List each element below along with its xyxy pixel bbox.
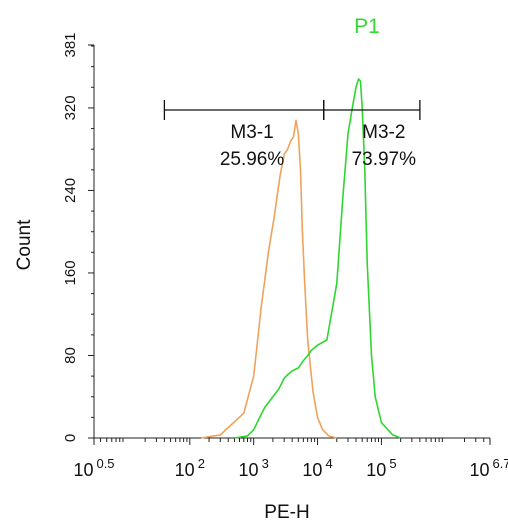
x-axis: 10 0.5 10 2 10 3 10 4 10 5 10 6.7	[73, 438, 508, 480]
marker-label: M3-1	[230, 122, 273, 143]
y-tick-label: 80	[62, 347, 79, 364]
x-axis-label: PE-H	[264, 502, 309, 523]
y-tick-label: 381	[62, 32, 79, 57]
x-tick-label: 10 0.5	[73, 456, 114, 480]
marker-label: M3-2	[362, 122, 405, 143]
y-tick-label: 240	[62, 178, 79, 203]
chart-title: P1	[354, 15, 380, 38]
x-tick-label: 10 4	[302, 456, 332, 480]
x-tick-label: 10 2	[175, 456, 205, 480]
series-line-green	[234, 78, 401, 439]
x-tick-label: 10 3	[239, 456, 269, 480]
plot-frame	[93, 45, 490, 439]
x-tick-label: 10 6.7	[469, 456, 508, 480]
y-tick-label: 320	[62, 95, 79, 120]
series-line-orange	[200, 119, 338, 439]
markers-layer: M3-1 25.96% M3-2 73.97%	[163, 99, 421, 170]
y-tick-label: 160	[62, 260, 79, 285]
y-tick-label: 0	[62, 434, 79, 442]
marker-percent: 73.97%	[352, 149, 417, 170]
marker-percent: 25.96%	[220, 149, 285, 170]
x-tick-label: 10 5	[366, 456, 396, 480]
y-axis-label: Count	[14, 219, 35, 270]
series-layer	[200, 78, 401, 439]
y-axis: 0 80 160 240 320 381	[62, 32, 94, 442]
